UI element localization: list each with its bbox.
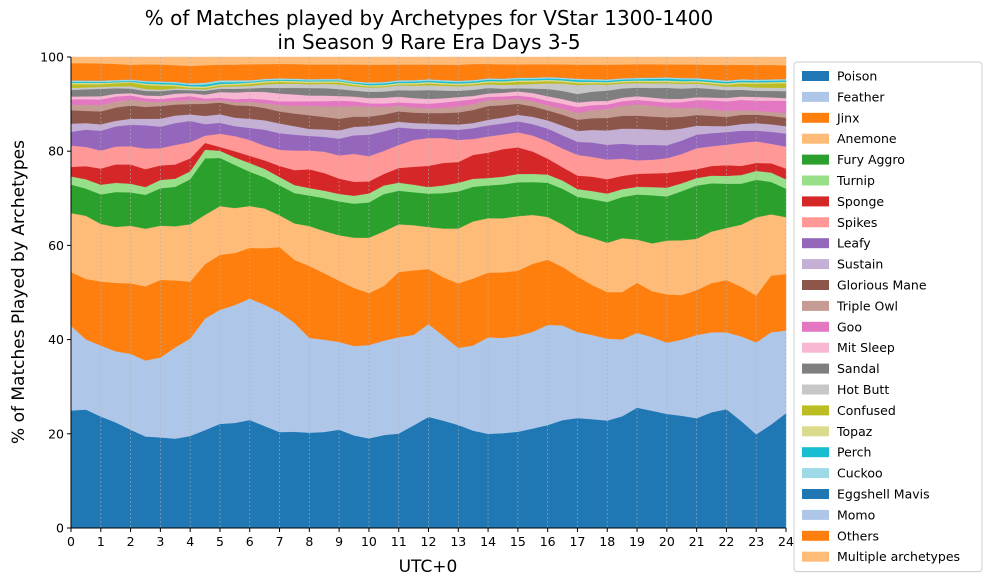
- x-tick-label-7: 7: [276, 534, 284, 549]
- x-tick-label-24: 24: [778, 534, 794, 549]
- legend-swatch-multiple-archetypes: [802, 551, 829, 562]
- legend-swatch-leafy: [802, 238, 829, 249]
- x-tick-label-15: 15: [510, 534, 526, 549]
- legend-label-sandal: Sandal: [837, 361, 880, 376]
- legend-swatch-goo: [802, 321, 829, 332]
- x-tick-label-13: 13: [450, 534, 466, 549]
- y-tick-label-60: 60: [48, 238, 64, 253]
- legend-label-jinx: Jinx: [836, 110, 859, 125]
- legend-swatch-glorious-mane: [802, 280, 829, 290]
- x-tick-label-17: 17: [570, 534, 586, 549]
- legend-swatch-sandal: [802, 363, 829, 374]
- legend-box: [793, 61, 983, 573]
- x-tick-label-18: 18: [599, 534, 615, 549]
- legend-swatch-others: [802, 530, 829, 541]
- legend-label-sponge: Sponge: [837, 194, 884, 209]
- legend-label-momo: Momo: [837, 507, 875, 522]
- legend-label-sustain: Sustain: [837, 257, 883, 272]
- legend-label-topaz: Topaz: [836, 424, 873, 439]
- legend-label-cuckoo: Cuckoo: [837, 466, 883, 481]
- x-axis-label: UTC+0: [399, 557, 458, 577]
- x-tick-label-10: 10: [361, 534, 377, 549]
- legend-label-triple-owl: Triple Owl: [836, 298, 898, 313]
- legend-label-goo: Goo: [837, 319, 862, 334]
- legend-swatch-fury-aggro: [802, 154, 829, 165]
- x-tick-label-16: 16: [540, 534, 556, 549]
- legend-label-anemone: Anemone: [837, 131, 897, 146]
- y-tick-label-100: 100: [40, 50, 64, 65]
- legend-swatch-turnip: [802, 175, 829, 186]
- legend-swatch-perch: [802, 447, 829, 458]
- y-tick-label-0: 0: [56, 521, 64, 536]
- x-tick-label-0: 0: [67, 534, 75, 549]
- legend-swatch-topaz: [802, 426, 829, 437]
- legend-label-spikes: Spikes: [837, 215, 877, 230]
- legend-swatch-anemone: [802, 133, 829, 144]
- legend-swatch-jinx: [802, 112, 829, 123]
- legend-label-multiple-archetypes: Multiple archetypes: [837, 549, 960, 564]
- x-tick-label-8: 8: [305, 534, 313, 549]
- legend-label-glorious-mane: Glorious Mane: [837, 278, 927, 293]
- x-tick-label-9: 9: [335, 534, 343, 549]
- y-ticks: 0 20 40 60 80 100: [40, 50, 71, 536]
- x-tick-label-20: 20: [659, 534, 675, 549]
- legend-label-eggshell-mavis: Eggshell Mavis: [837, 487, 930, 502]
- x-tick-label-3: 3: [156, 534, 164, 549]
- legend-swatch-mit-sleep: [802, 342, 829, 353]
- x-tick-label-11: 11: [391, 534, 407, 549]
- legend-swatch-confused: [802, 405, 829, 416]
- x-tick-label-19: 19: [629, 534, 645, 549]
- y-axis-label: % of Matches Played by Archetypes: [9, 140, 29, 444]
- legend-swatch-feather: [802, 91, 829, 102]
- legend-swatch-sponge: [802, 196, 829, 207]
- legend-swatch-eggshell-mavis: [802, 489, 829, 499]
- legend-swatch-momo: [802, 509, 829, 520]
- x-ticks: 0 1 2 3 4 5 6 7 8 9 10 11 12 13 14 15 16 17 18 19 20 21 22 23 24: [67, 528, 794, 549]
- x-tick-label-14: 14: [480, 534, 496, 549]
- legend: Poison Feather Jinx Anemone Fury Aggro Turnip…: [793, 61, 983, 573]
- legend-swatch-spikes: [802, 217, 829, 228]
- legend-label-turnip: Turnip: [836, 173, 875, 188]
- legend-label-poison: Poison: [837, 69, 877, 84]
- legend-label-leafy: Leafy: [837, 236, 871, 251]
- x-tick-label-5: 5: [216, 534, 224, 549]
- legend-label-confused: Confused: [837, 403, 896, 418]
- x-tick-label-6: 6: [246, 534, 254, 549]
- y-tick-label-20: 20: [48, 426, 64, 441]
- x-tick-label-4: 4: [186, 534, 194, 549]
- x-tick-label-12: 12: [421, 534, 437, 549]
- x-tick-label-21: 21: [689, 534, 705, 549]
- x-tick-label-2: 2: [127, 534, 135, 549]
- legend-swatch-cuckoo: [802, 468, 829, 479]
- legend-label-feather: Feather: [837, 89, 885, 104]
- legend-swatch-hot-butt: [802, 384, 829, 395]
- legend-swatch-sustain: [802, 259, 829, 270]
- legend-label-perch: Perch: [837, 445, 871, 460]
- y-tick-label-40: 40: [48, 332, 64, 347]
- x-tick-label-23: 23: [748, 534, 764, 549]
- legend-label-hot-butt: Hot Butt: [837, 382, 889, 397]
- chart-subtitle: in Season 9 Rare Era Days 3-5: [277, 30, 580, 54]
- legend-swatch-poison: [802, 71, 829, 81]
- vertical-grid: [70, 57, 787, 528]
- chart-title: % of Matches played by Archetypes for VS…: [145, 6, 714, 30]
- legend-swatch-triple-owl: [802, 300, 829, 311]
- legend-label-fury-aggro: Fury Aggro: [837, 152, 905, 167]
- y-tick-label-80: 80: [48, 144, 64, 159]
- x-tick-label-1: 1: [97, 534, 105, 549]
- legend-label-mit-sleep: Mit Sleep: [837, 340, 895, 355]
- legend-label-others: Others: [837, 528, 879, 543]
- x-tick-label-22: 22: [718, 534, 734, 549]
